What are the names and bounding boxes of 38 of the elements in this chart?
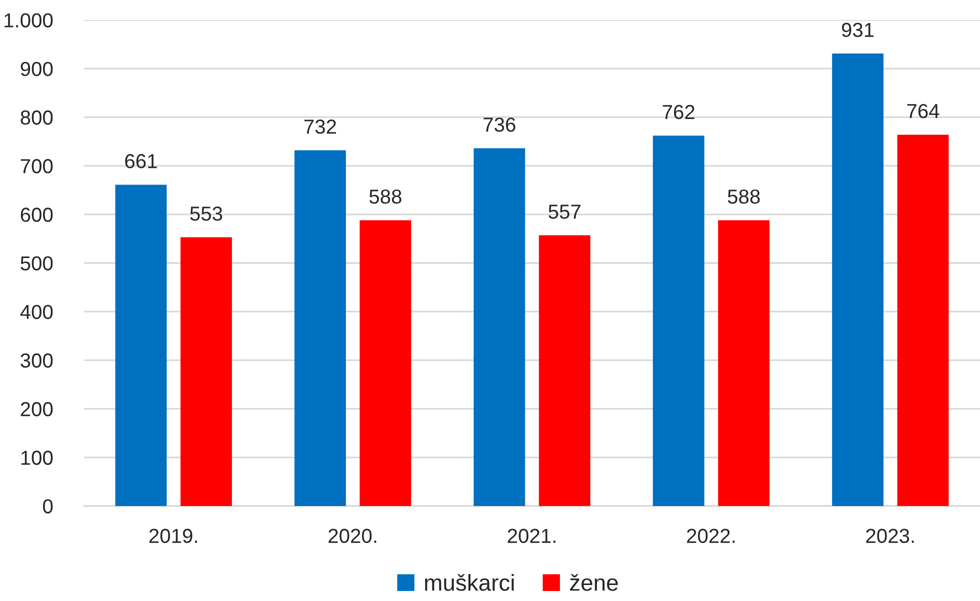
bar <box>180 237 232 506</box>
y-tick-label: 700 <box>20 159 53 174</box>
data-label: 732 <box>304 120 336 134</box>
bar <box>115 184 167 506</box>
y-tick-label: 500 <box>20 256 53 270</box>
x-tick-label: 2020. <box>328 528 376 544</box>
data-label: 931 <box>842 22 874 38</box>
data-label: 588 <box>369 189 402 204</box>
data-label: 557 <box>548 204 580 219</box>
y-tick-label: 400 <box>20 304 53 320</box>
x-tick-label: 2019. <box>149 528 197 544</box>
data-label: 764 <box>907 104 940 118</box>
y-tick-label: 0 <box>43 499 53 514</box>
bar <box>832 54 884 506</box>
data-label: 762 <box>662 104 694 120</box>
bar <box>294 150 346 506</box>
y-tick-label: 100 <box>21 450 53 465</box>
bar <box>360 220 412 506</box>
data-label: 588 <box>728 189 760 204</box>
y-tick-label: 300 <box>20 353 53 368</box>
bar <box>897 134 949 506</box>
x-tick-label: 2023. <box>866 528 914 544</box>
bar <box>718 220 770 506</box>
legend-label: žene <box>570 574 618 591</box>
data-label: 661 <box>125 154 157 168</box>
y-tick-label: 600 <box>20 208 53 222</box>
y-tick-label: 1.000 <box>4 13 53 28</box>
x-tick-label: 2021. <box>508 528 556 544</box>
x-tick-label: 2022. <box>687 528 735 544</box>
y-tick-label: 900 <box>20 62 53 76</box>
data-label: 553 <box>190 206 222 221</box>
bar <box>538 235 590 506</box>
y-tick-label: 800 <box>20 110 53 125</box>
y-tick-label: 200 <box>20 402 53 416</box>
bar <box>652 136 704 506</box>
bar <box>474 148 526 506</box>
legend-label: muškarci <box>425 574 514 591</box>
data-label: 736 <box>484 118 516 132</box>
